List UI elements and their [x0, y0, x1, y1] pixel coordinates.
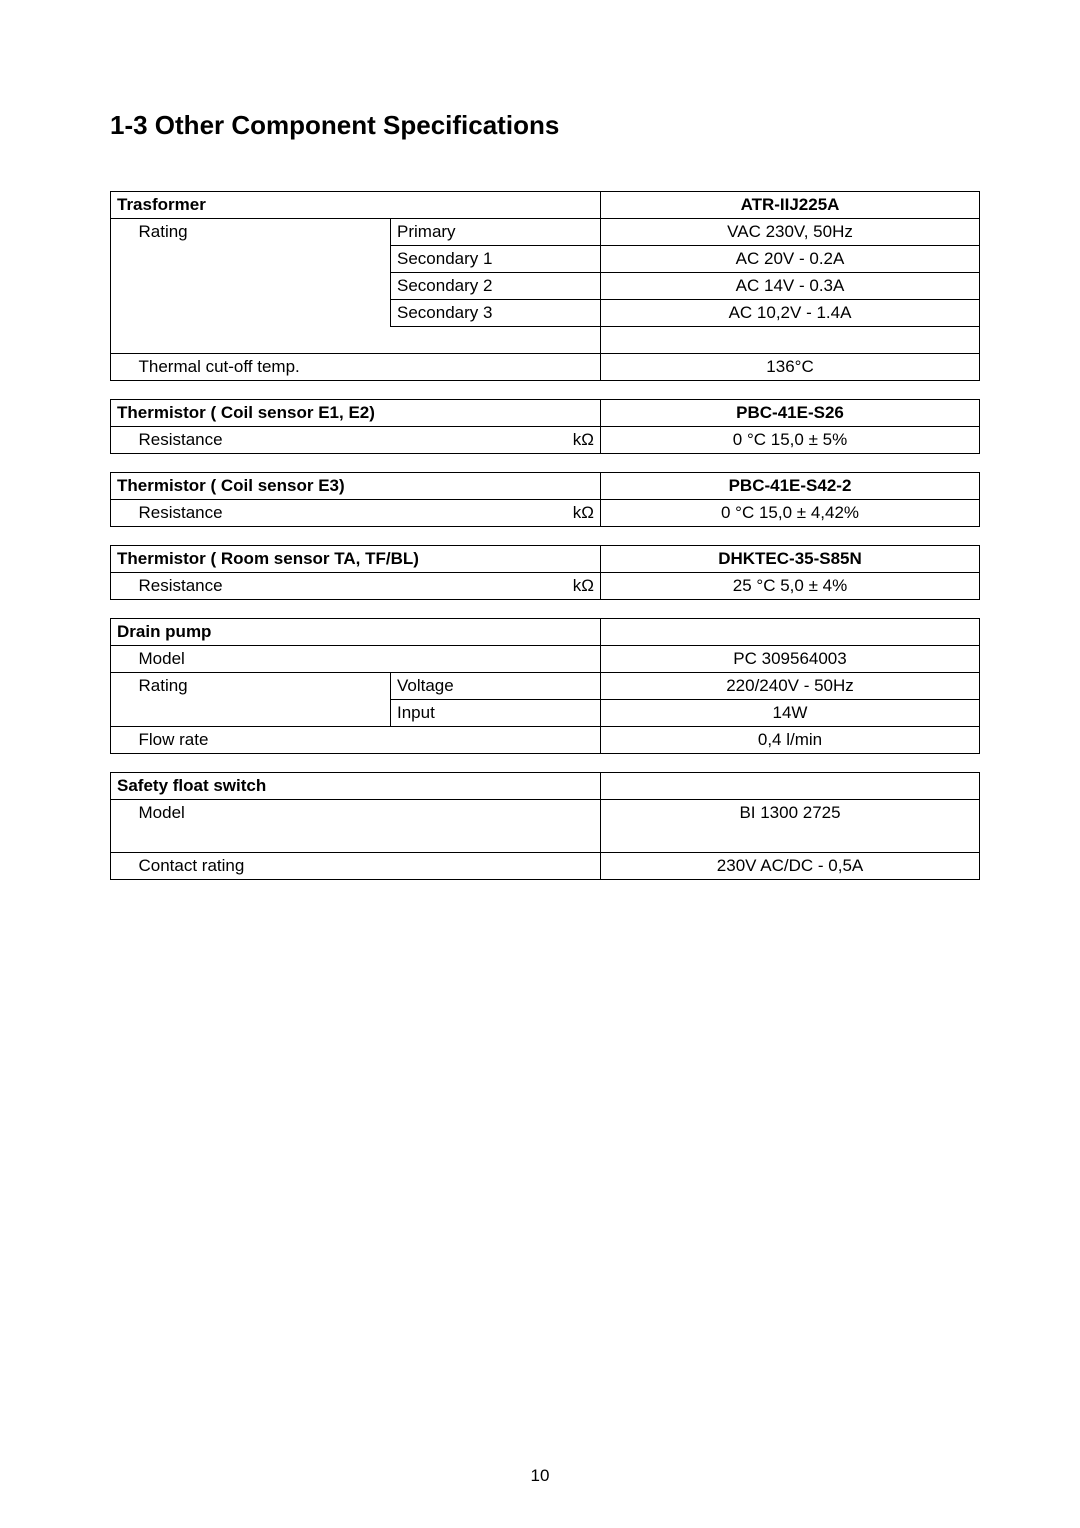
thermistor-e1e2-model: PBC-41E-S26 — [601, 400, 980, 427]
transformer-header: Trasformer — [111, 192, 601, 219]
drain-pump-flow-label: Flow rate — [133, 727, 601, 754]
rating-sec2-value: AC 14V - 0.3A — [601, 273, 980, 300]
thermistor-room-model: DHKTEC-35-S85N — [601, 546, 980, 573]
thermistor-room-res-label: Resistance — [133, 573, 391, 600]
rating-label: Rating — [133, 219, 391, 246]
thermistor-e3-unit: kΩ — [391, 500, 601, 527]
rating-sec3-value: AC 10,2V - 1.4A — [601, 300, 980, 327]
thermistor-e1e2-unit: kΩ — [391, 427, 601, 454]
thermistor-e3-res-label: Resistance — [133, 500, 391, 527]
rating-sec1-label: Secondary 1 — [391, 246, 601, 273]
thermistor-e1e2-value: 0 °C 15,0 ± 5% — [601, 427, 980, 454]
thermistor-e3-header: Thermistor ( Coil sensor E3) — [111, 473, 601, 500]
thermistor-e3-model: PBC-41E-S42-2 — [601, 473, 980, 500]
float-switch-table: Safety float switch Model BI 1300 2725 C… — [110, 772, 980, 880]
drain-pump-model-value: PC 309564003 — [601, 646, 980, 673]
drain-pump-header: Drain pump — [111, 619, 601, 646]
thermistor-e1e2-table: Thermistor ( Coil sensor E1, E2) PBC-41E… — [110, 399, 980, 454]
thermistor-room-value: 25 °C 5,0 ± 4% — [601, 573, 980, 600]
drain-pump-rating-label: Rating — [133, 673, 391, 700]
thermistor-e1e2-res-label: Resistance — [133, 427, 391, 454]
rating-primary-label: Primary — [391, 219, 601, 246]
thermal-cutoff-value: 136°C — [601, 354, 980, 381]
drain-pump-voltage-label: Voltage — [391, 673, 601, 700]
thermistor-e3-table: Thermistor ( Coil sensor E3) PBC-41E-S42… — [110, 472, 980, 527]
thermistor-e1e2-header: Thermistor ( Coil sensor E1, E2) — [111, 400, 601, 427]
thermistor-room-unit: kΩ — [391, 573, 601, 600]
drain-pump-voltage-value: 220/240V - 50Hz — [601, 673, 980, 700]
float-switch-contact-label: Contact rating — [133, 853, 601, 880]
drain-pump-flow-value: 0,4 l/min — [601, 727, 980, 754]
rating-sec3-label: Secondary 3 — [391, 300, 601, 327]
float-switch-contact-value: 230V AC/DC - 0,5A — [601, 853, 980, 880]
float-switch-model-value: BI 1300 2725 — [601, 800, 980, 827]
page: 1-3 Other Component Specifications Trasf… — [0, 0, 1080, 1528]
page-number: 10 — [0, 1466, 1080, 1486]
drain-pump-input-label: Input — [391, 700, 601, 727]
drain-pump-input-value: 14W — [601, 700, 980, 727]
float-switch-model-label: Model — [133, 800, 601, 827]
transformer-table: Trasformer ATR-IIJ225A Rating Primary VA… — [110, 191, 980, 381]
drain-pump-table: Drain pump Model PC 309564003 Rating Vol… — [110, 618, 980, 754]
rating-sec1-value: AC 20V - 0.2A — [601, 246, 980, 273]
thermistor-e3-value: 0 °C 15,0 ± 4,42% — [601, 500, 980, 527]
rating-primary-value: VAC 230V, 50Hz — [601, 219, 980, 246]
drain-pump-model-label: Model — [133, 646, 601, 673]
thermistor-room-header: Thermistor ( Room sensor TA, TF/BL) — [111, 546, 601, 573]
transformer-model: ATR-IIJ225A — [601, 192, 980, 219]
thermistor-room-table: Thermistor ( Room sensor TA, TF/BL) DHKT… — [110, 545, 980, 600]
thermal-cutoff-label: Thermal cut-off temp. — [133, 354, 601, 381]
float-switch-header: Safety float switch — [111, 773, 601, 800]
page-title: 1-3 Other Component Specifications — [110, 110, 990, 141]
rating-sec2-label: Secondary 2 — [391, 273, 601, 300]
